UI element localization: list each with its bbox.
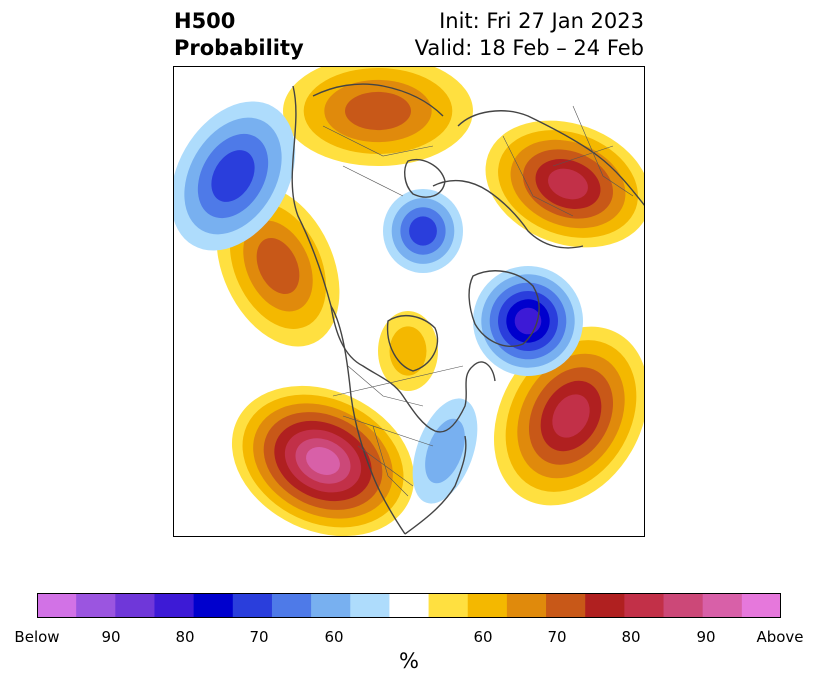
canadian-arctic-positive-contour — [378, 311, 438, 391]
colorbar-cell — [193, 593, 234, 618]
north-atlantic-positive-contour — [493, 326, 645, 506]
colorbar-cell — [389, 593, 430, 618]
title-product: Probability — [174, 36, 304, 60]
colorbar-cell — [271, 593, 312, 618]
gulf-of-alaska-positive-contour — [231, 385, 415, 537]
colorbar-cell — [663, 593, 704, 618]
colorbar-tick-label: 90 — [696, 628, 716, 646]
colorbar-cell — [624, 593, 665, 618]
colorbar — [37, 593, 781, 618]
colorbar-cell — [702, 593, 743, 618]
coastlines — [291, 83, 645, 535]
colorbar-cell — [311, 593, 351, 618]
colorbar-tick-label: 60 — [324, 628, 344, 646]
colorbar-cell — [115, 593, 155, 618]
colorbar-cell — [154, 593, 195, 618]
colorbar-cells — [37, 593, 781, 618]
colorbar-cell — [428, 593, 469, 618]
eastern-canada-negative-contour — [412, 398, 478, 504]
bering-sea-negative-contour — [173, 101, 296, 251]
colorbar-tick-label: Above — [756, 628, 804, 646]
siberian-arctic-negative-contour — [383, 189, 463, 273]
colorbar-tick-label: 60 — [473, 628, 493, 646]
colorbar-cell — [350, 593, 390, 618]
map-title: H500 Probability — [174, 8, 304, 62]
init-date: Init: Fri 27 Jan 2023 — [439, 9, 644, 33]
colorbar-unit: % — [399, 649, 419, 673]
colorbar-cell — [76, 593, 116, 618]
colorbar-tick-label: 70 — [547, 628, 567, 646]
map-dates: Init: Fri 27 Jan 2023 Valid: 18 Feb – 24… — [415, 8, 644, 62]
colorbar-cell — [467, 593, 508, 618]
greenland-iceland-negative-contour — [473, 266, 583, 376]
anomaly-contours — [173, 66, 645, 537]
colorbar-tick-label: 90 — [101, 628, 121, 646]
borders — [322, 105, 634, 497]
colorbar-cell — [546, 593, 586, 618]
colorbar-tick-label: 80 — [621, 628, 641, 646]
colorbar-cell — [506, 593, 547, 618]
colorbar-cell — [37, 593, 77, 618]
eastern-siberia-positive-contour — [283, 66, 473, 166]
colorbar-tick-label: 70 — [249, 628, 269, 646]
colorbar-tick-label: 80 — [175, 628, 195, 646]
colorbar-cell — [232, 593, 273, 618]
colorbar-tick-label: Below — [14, 628, 60, 646]
colorbar-cell — [585, 593, 625, 618]
polar-probability-map — [173, 66, 645, 537]
title-variable: H500 — [174, 9, 236, 33]
colorbar-cell — [741, 593, 781, 618]
valid-period: Valid: 18 Feb – 24 Feb — [414, 36, 644, 60]
